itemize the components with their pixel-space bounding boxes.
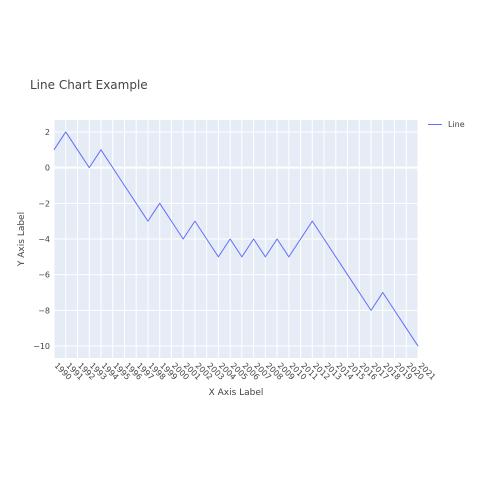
series-line bbox=[53, 131, 419, 347]
y-tick-label: −2 bbox=[38, 199, 50, 208]
y-tick-label: 2 bbox=[45, 128, 50, 137]
y-tick-label: −8 bbox=[38, 306, 50, 315]
y-axis-label: Y Axis Label bbox=[17, 212, 27, 267]
legend[interactable]: Line bbox=[428, 120, 465, 129]
chart-title: Line Chart Example bbox=[30, 78, 148, 92]
legend-label: Line bbox=[448, 120, 465, 129]
legend-line-swatch bbox=[428, 124, 442, 125]
x-axis-label: X Axis Label bbox=[209, 388, 264, 398]
y-tick-label: −4 bbox=[38, 235, 50, 244]
y-tick-label: −10 bbox=[33, 342, 50, 351]
y-tick-label: −6 bbox=[38, 271, 50, 280]
y-tick-label: 0 bbox=[45, 164, 50, 173]
